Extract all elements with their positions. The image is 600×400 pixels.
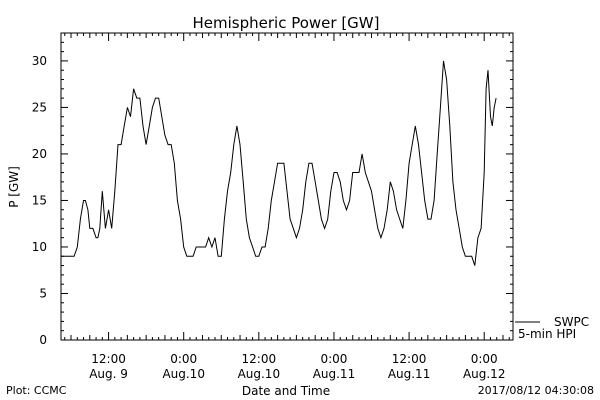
x-tick-time-label: 12:00 [91,352,126,366]
plot-frame [60,32,514,341]
y-tick-label: 0 [39,333,47,347]
y-tick-label: 25 [32,100,47,114]
x-tick-time-label: 0:00 [471,352,498,366]
x-tick-time-label: 12:00 [392,352,427,366]
footer-timestamp: 2017/08/12 04:30:08 [478,384,594,397]
legend-entry-swpc: SWPC [554,315,589,329]
y-axis-label: P [GW] [7,166,21,208]
series-line-swpc [61,60,497,266]
x-tick-date-label: Aug.12 [463,367,506,381]
y-axis: 0 5 10 15 20 25 30 [32,32,513,347]
y-tick-label: 20 [32,147,47,161]
x-tick-time-label: 0:00 [320,352,347,366]
chart-title: Hemispheric Power [GW] [193,14,380,32]
x-tick-time-label: 12:00 [242,352,277,366]
x-tick-date-label: Aug. 9 [89,367,128,381]
x-tick-date-label: Aug.11 [313,367,356,381]
x-axis-label: Date and Time [242,384,330,398]
x-tick-date-label: Aug.10 [162,367,205,381]
y-tick-label: 30 [32,54,47,68]
legend-entry-5min-hpi: 5-min HPI [518,327,576,341]
footer-plot-credit: Plot: CCMC [6,384,67,397]
y-tick-label: 15 [32,193,47,207]
x-tick-date-label: Aug.10 [238,367,281,381]
x-tick-time-label: 0:00 [170,352,197,366]
y-tick-label: 5 [39,286,47,300]
x-tick-date-label: Aug.11 [388,367,431,381]
legend: SWPC 5-min HPI [515,315,589,341]
y-tick-label: 10 [32,240,47,254]
